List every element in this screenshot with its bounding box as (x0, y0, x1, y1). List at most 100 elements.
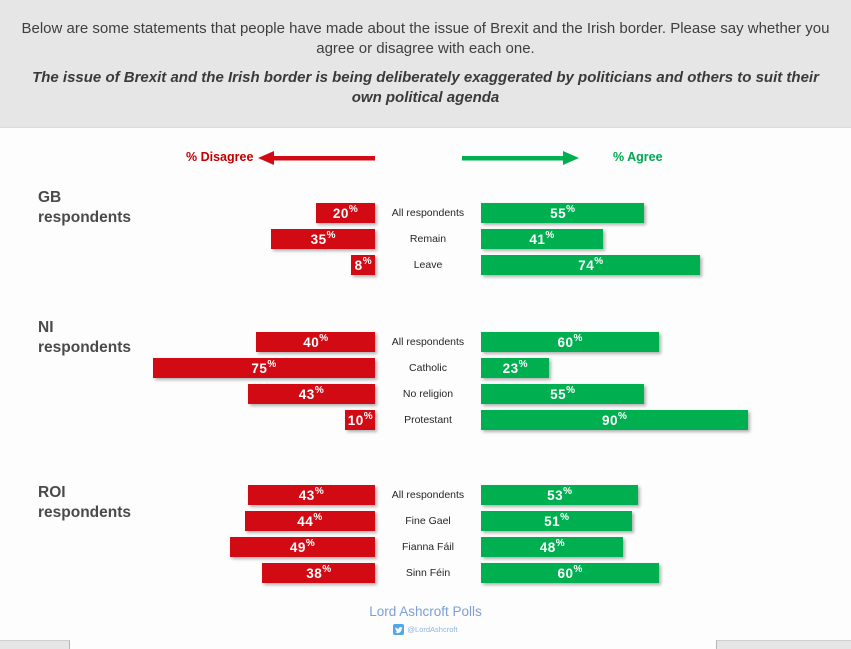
twitter-handle: @LordAshcroft (407, 625, 458, 634)
percent-sign: % (566, 384, 575, 396)
twitter-link[interactable]: @LordAshcroft (0, 624, 851, 635)
group-label: NI respondents (38, 319, 132, 357)
chart-row: 40% All respondents 60% (0, 332, 851, 352)
chart-row: 44% Fine Gael 51% (0, 511, 851, 531)
chart-row: 8% Leave 74% (0, 255, 851, 275)
percent-sign: % (322, 563, 332, 575)
disagree-bar: 10% (345, 410, 375, 430)
row-category-label: All respondents (391, 336, 465, 348)
header: Below are some statements that people ha… (0, 0, 851, 128)
chart-row: 35% Remain 41% (0, 229, 851, 249)
percent-sign: % (518, 358, 528, 370)
percent-sign: % (573, 563, 583, 575)
percent-sign: % (617, 410, 627, 422)
percent-sign: % (348, 203, 358, 215)
bar-value: 43 (298, 487, 315, 503)
chart-row: 49% Fianna Fáil 48% (0, 537, 851, 557)
group-label: ROI respondents (38, 484, 132, 522)
percent-sign: % (563, 485, 573, 497)
question-intro: Below are some statements that people ha… (21, 19, 830, 57)
bar-value: 23 (502, 360, 519, 376)
percent-sign: % (362, 255, 372, 267)
row-category-label: All respondents (391, 207, 465, 219)
bar-value: 90 (601, 412, 618, 428)
bar-value: 20 (332, 205, 349, 221)
percent-sign: % (267, 358, 277, 370)
percent-sign: % (305, 537, 315, 549)
agree-bar: 41% (481, 229, 603, 249)
agree-bar: 60% (481, 563, 659, 583)
bar-value: 41 (529, 231, 546, 247)
row-category-label: No religion (402, 388, 454, 400)
right-arrow-icon (462, 151, 579, 165)
disagree-bar: 38% (262, 563, 375, 583)
source-attribution: Lord Ashcroft Polls (369, 604, 482, 619)
bar-value: 44 (297, 513, 314, 529)
row-category-label: Sinn Féin (405, 567, 451, 579)
bar-value: 35 (310, 231, 327, 247)
agree-bar: 60% (481, 332, 659, 352)
bar-value: 60 (557, 565, 574, 581)
bar-value: 40 (303, 334, 320, 350)
row-category-label: All respondents (391, 489, 465, 501)
bar-value: 49 (289, 539, 306, 555)
agree-bar: 55% (481, 203, 645, 223)
legend-agree-label: % Agree (613, 150, 663, 164)
agree-bar: 48% (481, 537, 624, 557)
chart-row: 38% Sinn Féin 60% (0, 563, 851, 583)
percent-sign: % (319, 332, 329, 344)
legend-disagree-label: % Disagree (186, 150, 254, 164)
row-category-label: Catholic (409, 362, 447, 374)
bar-value: 10 (347, 412, 364, 428)
disagree-bar: 20% (315, 203, 375, 223)
bar-value: 53 (547, 487, 564, 503)
percent-sign: % (326, 229, 336, 241)
percent-sign: % (314, 384, 324, 396)
chart-row: 75% Catholic 23% (0, 358, 851, 378)
chart-row: 10% Protestant 90% (0, 410, 851, 430)
row-category-label: Fine Gael (405, 515, 451, 527)
percent-sign: % (363, 410, 373, 422)
percent-sign: % (314, 485, 324, 497)
bar-value: 51 (544, 513, 561, 529)
percent-sign: % (313, 511, 323, 523)
agree-bar: 53% (481, 485, 639, 505)
percent-sign: % (573, 332, 583, 344)
next-slide-edge-right (716, 640, 851, 649)
disagree-bar: 35% (271, 229, 375, 249)
agree-bar: 90% (481, 410, 748, 430)
chart-row: 43% All respondents 53% (0, 485, 851, 505)
disagree-bar: 40% (256, 332, 375, 352)
bar-value: 55 (550, 205, 567, 221)
statement-title: The issue of Brexit and the Irish border… (32, 69, 819, 107)
disagree-bar: 43% (247, 485, 375, 505)
next-slide-edge-left (0, 640, 70, 649)
disagree-bar: 44% (244, 511, 375, 531)
bar-value: 43 (298, 386, 315, 402)
row-category-label: Leave (413, 259, 443, 271)
bar-value: 55 (550, 386, 567, 402)
bar-value: 60 (557, 334, 574, 350)
disagree-bar: 75% (152, 358, 375, 378)
percent-sign: % (555, 537, 565, 549)
twitter-icon (393, 624, 405, 635)
chart-row: 43% No religion 55% (0, 384, 851, 404)
row-category-label: Fianna Fáil (402, 541, 454, 553)
agree-bar: 51% (481, 511, 633, 531)
percent-sign: % (545, 229, 555, 241)
row-category-label: Protestant (404, 414, 452, 426)
percent-sign: % (560, 511, 570, 523)
bar-value: 8 (354, 257, 363, 273)
percent-sign: % (566, 203, 575, 215)
disagree-bar: 49% (229, 537, 375, 557)
left-arrow-icon (258, 151, 375, 165)
bar-value: 38 (306, 565, 323, 581)
chart-row: 20% All respondents 55% (0, 203, 851, 223)
row-category-label: Remain (409, 233, 447, 245)
bar-value: 75 (251, 360, 268, 376)
percent-sign: % (594, 255, 604, 267)
disagree-bar: 43% (247, 384, 375, 404)
agree-bar: 74% (481, 255, 701, 275)
